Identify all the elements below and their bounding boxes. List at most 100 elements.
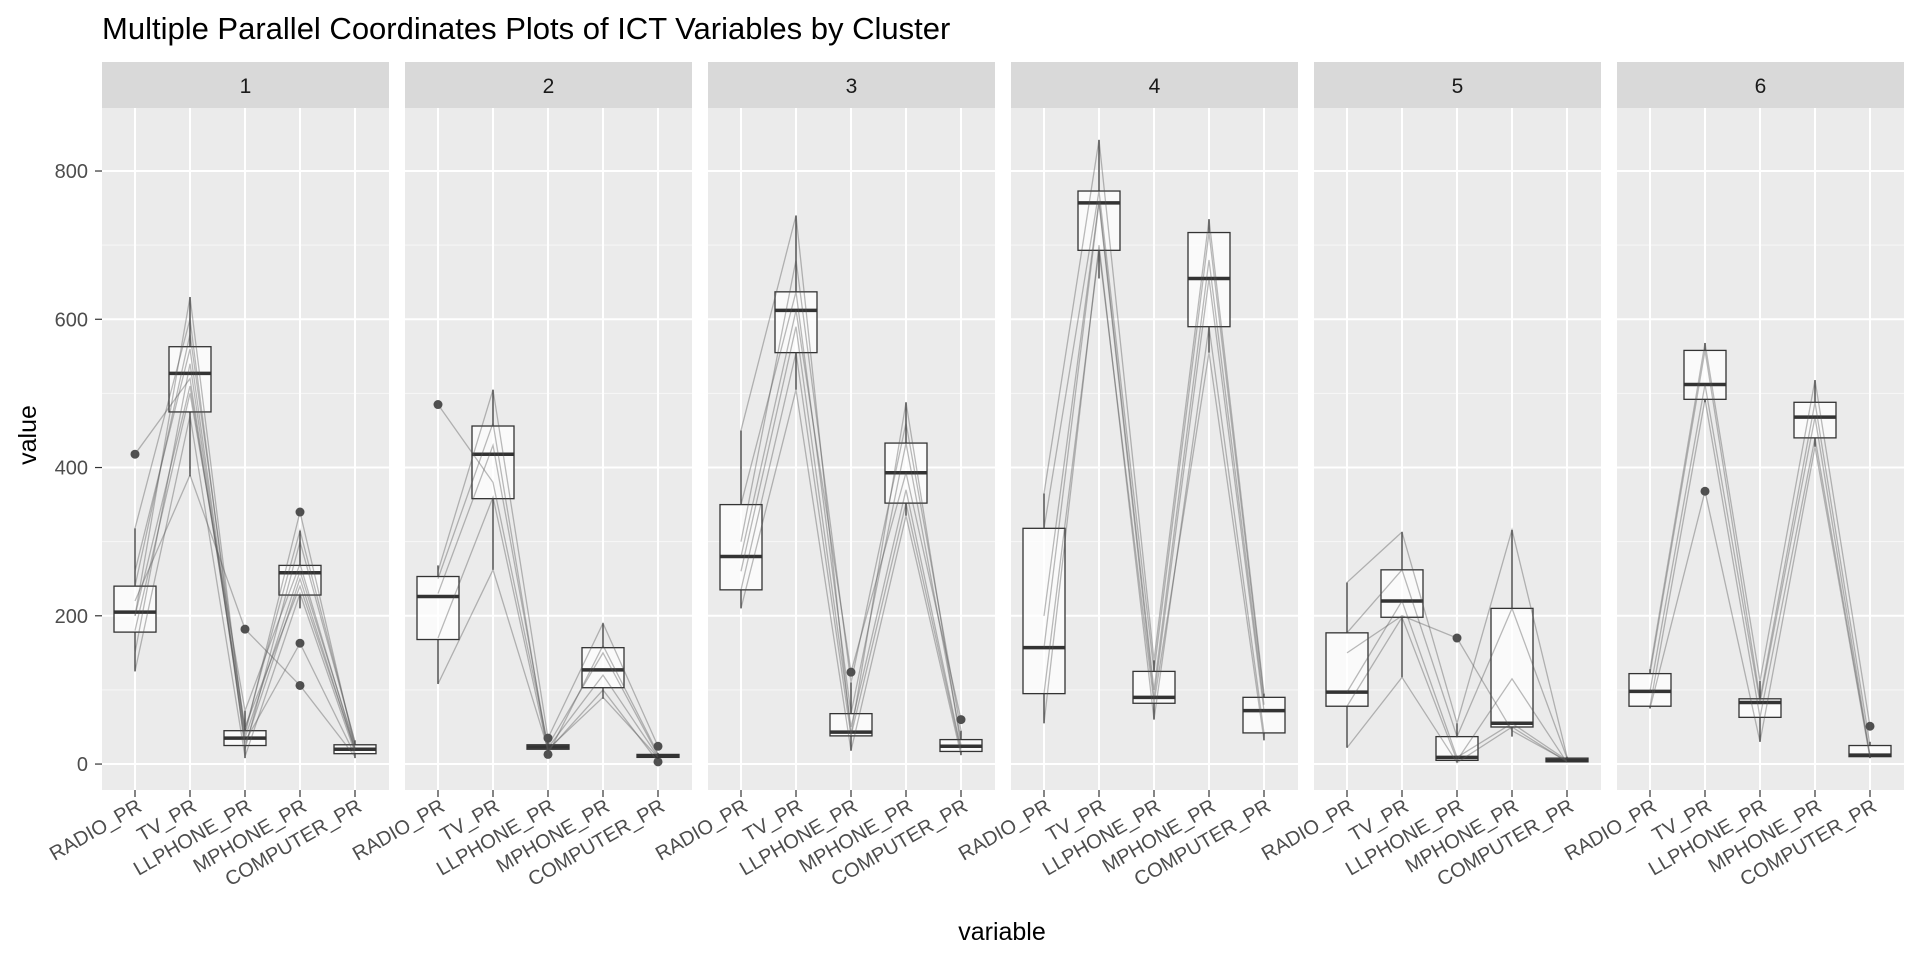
x-axis-title: variable [958, 918, 1046, 946]
boxplot-TV_PR [1380, 532, 1424, 678]
boxplot-MPHONE_PR [278, 507, 322, 690]
y-tick-label: 800 [55, 161, 88, 183]
outlier-point [956, 715, 966, 725]
y-axis: 0 200 400 600 800 [55, 161, 102, 776]
boxplot-LLPHONE_PR [1132, 660, 1176, 720]
parallel-line [1346, 615, 1568, 763]
outlier-point [653, 757, 663, 767]
box [1077, 190, 1121, 251]
y-tick-label: 200 [55, 606, 88, 628]
parallel-line [740, 326, 962, 750]
facet-strip-label: 2 [543, 75, 555, 98]
parallel-line [437, 494, 659, 763]
facet-panel-6: 6RADIO_PRTV_PRLLPHONE_PRMPHONE_PRCOMPUTE… [1561, 62, 1904, 891]
parallel-line [1346, 615, 1568, 762]
outlier-point [295, 507, 305, 517]
box [278, 564, 322, 596]
parallel-line [134, 415, 356, 757]
boxplot-MPHONE_PR [1793, 380, 1837, 447]
facet-panel-2: 2RADIO_PRTV_PRLLPHONE_PRMPHONE_PRCOMPUTE… [349, 62, 692, 891]
facet-strip-label: 6 [1755, 75, 1767, 98]
chart-title: Multiple Parallel Coordinates Plots of I… [102, 11, 950, 46]
box [1380, 569, 1424, 618]
y-tick-label: 400 [55, 458, 88, 480]
parallel-line [134, 385, 356, 750]
parallel-line [1649, 350, 1871, 746]
parallel-line [134, 319, 356, 750]
y-tick-label: 0 [77, 754, 88, 776]
outlier-point [130, 449, 140, 459]
box [416, 575, 460, 641]
boxplot-TV_PR [774, 215, 818, 390]
boxplot-RADIO_PR [416, 400, 460, 684]
box [168, 346, 212, 413]
parallel-line [437, 389, 659, 747]
x-tick-label: RADIO_PR [955, 795, 1055, 865]
box [1022, 527, 1066, 695]
boxplot-LLPHONE_PR [829, 667, 873, 751]
outlier-point [1700, 486, 1710, 496]
parallel-line [437, 442, 659, 758]
boxplot-COMPUTER_PR [636, 741, 680, 767]
facet-strip [1617, 62, 1904, 108]
outlier-point [295, 680, 305, 690]
outlier-point [653, 741, 663, 751]
boxplot-LLPHONE_PR [526, 733, 570, 759]
parallel-line [1043, 139, 1265, 694]
facet-strip [1011, 62, 1298, 108]
facet-panel-1: 1RADIO_PRTV_PRLLPHONE_PRMPHONE_PRCOMPUTE… [46, 62, 389, 891]
boxplot-COMPUTER_PR [1242, 693, 1286, 741]
parallel-line [1649, 446, 1871, 759]
boxplot-MPHONE_PR [1490, 529, 1534, 737]
x-tick-label: RADIO_PR [349, 795, 449, 865]
box [1435, 735, 1479, 761]
boxplot-RADIO_PR [113, 449, 157, 672]
parallel-line [1043, 200, 1265, 705]
facet-strip-label: 1 [240, 75, 252, 98]
outlier-point [846, 667, 856, 677]
boxplot-COMPUTER_PR [1545, 756, 1589, 763]
facet-panel-5: 5RADIO_PRTV_PRLLPHONE_PRMPHONE_PRCOMPUTE… [1258, 62, 1601, 891]
parallel-line [1346, 568, 1568, 759]
outlier-point [1452, 633, 1462, 643]
parallel-line [1649, 399, 1871, 757]
facet-strip [405, 62, 692, 108]
parallel-line [1649, 384, 1871, 756]
boxplot-RADIO_PR [1325, 582, 1369, 748]
y-axis-title: value [14, 405, 42, 465]
parallel-line [134, 376, 356, 748]
boxplot-COMPUTER_PR [939, 715, 983, 756]
facet-strip [102, 62, 389, 108]
boxplot-COMPUTER_PR [1848, 721, 1892, 759]
boxplot-MPHONE_PR [581, 623, 625, 699]
box [1325, 632, 1369, 707]
boxplot-TV_PR [1683, 342, 1727, 496]
boxplot-RADIO_PR [1022, 493, 1066, 724]
boxplot-TV_PR [168, 297, 212, 477]
box [719, 503, 763, 591]
outlier-point [240, 624, 250, 634]
parallel-line [437, 422, 659, 757]
parallel-line [740, 310, 962, 720]
outlier-point [543, 749, 553, 759]
parallel-line [1043, 245, 1265, 734]
x-tick-label: RADIO_PR [1258, 795, 1358, 865]
parallel-line [1346, 599, 1568, 761]
facet-strip-label: 4 [1149, 75, 1161, 98]
y-tick-label: 600 [55, 309, 88, 331]
parallel-line [740, 389, 962, 756]
boxplot-TV_PR [1077, 139, 1121, 279]
facet-panels: 1RADIO_PRTV_PRLLPHONE_PRMPHONE_PRCOMPUTE… [46, 62, 1904, 891]
outlier-point [543, 733, 553, 743]
box [1490, 607, 1534, 728]
parallel-line [134, 296, 356, 746]
box [1793, 401, 1837, 439]
parallel-line [740, 352, 962, 752]
box [581, 647, 625, 689]
x-tick-label: RADIO_PR [652, 795, 752, 865]
parallel-line [134, 348, 356, 751]
parallel-line [1043, 250, 1265, 741]
parallel-line [1043, 190, 1265, 698]
parallel-line [740, 259, 962, 731]
